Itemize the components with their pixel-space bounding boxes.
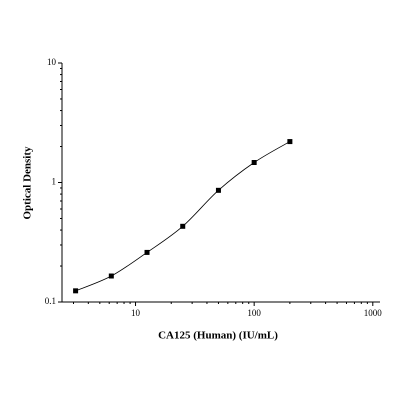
y-tick-label: 0.1	[45, 296, 56, 306]
point	[180, 223, 186, 229]
point	[108, 273, 114, 279]
y-tick-label: 1	[52, 177, 57, 187]
y-axis-title: Optical Density	[22, 146, 34, 220]
point	[215, 187, 221, 193]
x-tick-label: 100	[247, 308, 261, 318]
x-tick-label: 1000	[364, 308, 383, 318]
point	[73, 288, 79, 294]
point	[251, 160, 257, 166]
y-tick-label: 10	[47, 57, 57, 67]
point	[287, 139, 293, 145]
point	[144, 249, 150, 255]
x-tick-label: 10	[131, 308, 141, 318]
x-axis-title: CA125 (Human) (IU/mL)	[158, 330, 278, 342]
fit-curve	[75, 141, 291, 292]
